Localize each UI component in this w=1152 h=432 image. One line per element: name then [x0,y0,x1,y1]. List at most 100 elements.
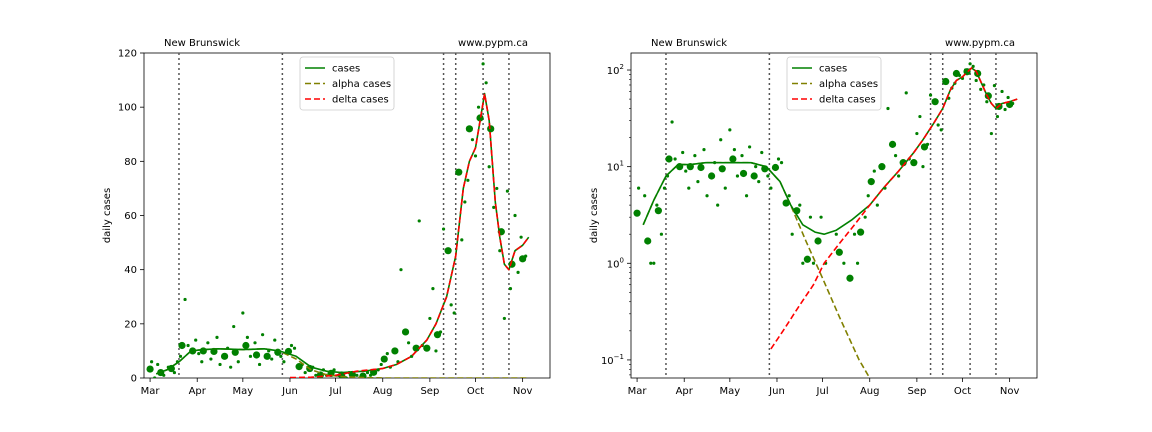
data-point-small [428,316,432,321]
data-point-small [292,346,297,350]
legend: cases alpha cases delta cases [786,56,882,111]
data-point-small [673,157,677,161]
data-point-small [728,128,732,132]
data-point-small [702,148,706,152]
legend-box [786,56,882,111]
data-point-small [897,174,901,178]
data-point-weekly [920,143,929,151]
data-point-small [481,62,485,66]
data-point-small [974,78,978,83]
data-point-small [834,232,838,236]
data-point-small [206,341,210,345]
legend-box [299,56,395,111]
chart-source: www.pypm.ca [458,38,528,49]
data-point-small [776,157,781,161]
data-point-small [194,338,198,342]
data-point-small [732,148,737,152]
y-tick-label: 100 [607,256,624,270]
data-point-small [928,93,933,97]
y-tick-label: 40 [124,265,137,276]
x-tick-label: Oct [467,386,484,397]
data-point-small [303,370,307,375]
x-tick-label: Mar [141,386,161,397]
data-point-small [270,357,274,361]
data-point-small [282,360,286,364]
data-point-small [989,131,993,136]
data-point-weekly [942,77,950,86]
data-point-small [273,338,277,342]
data-point-small [681,150,685,155]
x-tick-label: Apr [189,386,207,397]
data-point-weekly [199,347,207,355]
data-point-small [150,360,154,364]
data-point-small [757,180,761,184]
data-point-small [872,169,876,173]
data-point-small [801,261,805,265]
data-point-weekly [465,125,474,133]
data-point-weekly [444,247,452,255]
data-point-small [866,194,870,198]
data-point-weekly [146,365,154,373]
y-tick-label: 20 [124,319,137,330]
data-point-small [744,194,749,198]
data-point-small [519,235,523,239]
data-point-small [655,203,659,207]
data-point-weekly [644,237,652,245]
data-point-small [649,261,653,265]
data-point-small [684,169,688,173]
data-point-weekly [952,69,961,78]
x-tick-label: May [719,386,740,397]
data-point-small [769,186,773,190]
data-point-weekly [665,155,673,163]
data-point-small [766,174,770,178]
data-point-weekly [391,347,399,355]
data-point-weekly [178,341,186,350]
data-point-weekly [231,348,239,356]
data-point-small [936,123,940,127]
data-point-small [236,360,240,364]
data-point-small [406,341,411,345]
series-line-delta-cases [770,67,1018,350]
data-point-small [261,333,265,337]
legend-label: alpha cases [332,79,391,90]
data-point-small [289,343,294,348]
data-point-small [921,165,925,169]
data-point-weekly [857,228,865,236]
data-point-weekly [242,341,250,350]
data-point-small [808,215,813,219]
data-point-weekly [771,163,780,172]
data-point-weekly [739,169,748,178]
x-tick-label: Jun [768,386,785,397]
x-tick-label: Aug [373,386,393,397]
data-point-small [434,349,438,353]
data-point-weekly [707,172,716,180]
data-point-small [798,203,802,207]
y-tick-label: 60 [124,211,137,222]
data-point-weekly [910,159,918,167]
data-point-weekly [359,372,367,378]
legend-label: cases [332,64,360,75]
data-point-small [719,138,723,142]
x-tick-label: Jul [329,386,342,397]
data-point-small [449,303,453,307]
data-point-weekly [750,172,758,180]
data-point-small [495,186,499,191]
data-point-small [245,335,250,339]
data-point-small [466,178,470,182]
data-point-weekly [380,355,388,363]
data-point-weekly [167,364,175,373]
x-tick-label: Jul [816,386,829,397]
data-point-small [748,145,752,149]
data-point-small [153,376,157,378]
data-point-small [470,138,475,142]
data-point-small [257,362,262,367]
x-tick-label: Mar [628,386,648,397]
data-point-small [985,100,989,104]
data-point-small [172,370,177,375]
data-point-small [379,362,383,367]
data-point-small [760,150,764,155]
data-point-weekly [803,255,811,263]
data-point-small [452,311,456,315]
series-line-alpha-cases [642,161,871,378]
data-point-small [893,154,898,158]
